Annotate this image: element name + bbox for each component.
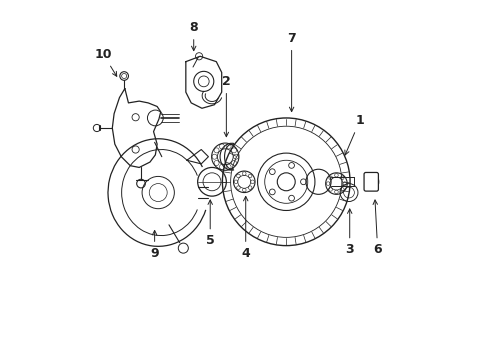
- Text: 9: 9: [150, 230, 159, 260]
- Text: 8: 8: [190, 21, 198, 51]
- Text: 10: 10: [95, 48, 117, 76]
- Text: 5: 5: [206, 200, 215, 247]
- Text: 7: 7: [287, 32, 296, 112]
- Text: 4: 4: [242, 197, 250, 260]
- FancyBboxPatch shape: [364, 172, 378, 191]
- Text: 1: 1: [345, 114, 364, 155]
- Text: 6: 6: [373, 200, 382, 256]
- Text: 3: 3: [345, 209, 354, 256]
- Text: 2: 2: [222, 75, 231, 137]
